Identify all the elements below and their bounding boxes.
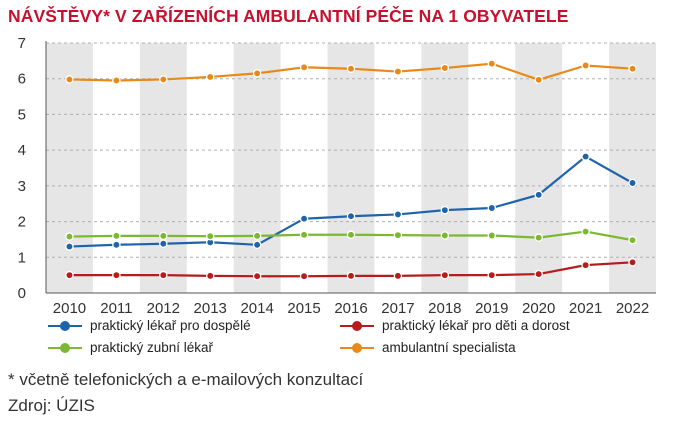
x-tick-label: 2012	[147, 300, 180, 317]
line-chart: 0 1 2 3 4 5 6 7 2010 2011 2012 2013 2014 2015 2016 2017…	[18, 35, 656, 317]
x-tick-label: 2011	[100, 300, 132, 317]
x-tick-label: 2022	[616, 300, 649, 317]
data-point	[299, 271, 309, 281]
data-point	[581, 260, 590, 270]
legend-label: ambulantní specialista	[382, 340, 516, 355]
y-tick-label: 0	[18, 285, 26, 302]
x-tick-label: 2019	[475, 300, 508, 317]
legend-item: praktický lékař pro děti a dorost	[340, 318, 570, 333]
year-band	[515, 43, 563, 293]
legend-label: praktický lékař pro děti a dorost	[382, 318, 570, 333]
data-point	[393, 271, 403, 281]
data-point	[346, 64, 356, 73]
year-band	[421, 43, 469, 293]
y-tick-label: 4	[18, 142, 26, 159]
legend-item: praktický lékař pro dospělé	[48, 318, 251, 333]
data-point	[628, 64, 637, 73]
data-point	[205, 231, 215, 241]
year-band	[609, 43, 656, 293]
data-point	[65, 232, 74, 241]
data-point	[534, 190, 543, 200]
data-point	[393, 210, 403, 219]
y-tick-label: 5	[18, 106, 26, 123]
data-point	[487, 231, 497, 240]
data-point	[487, 270, 497, 280]
data-point	[252, 69, 262, 78]
data-point	[252, 240, 262, 250]
data-point	[159, 270, 168, 280]
data-point	[487, 203, 497, 213]
data-point	[159, 239, 168, 248]
x-tick-label: 2016	[334, 300, 367, 317]
data-point	[252, 271, 262, 281]
y-tick-label: 3	[18, 178, 26, 195]
legend-swatch-icon	[48, 342, 82, 354]
data-point	[440, 270, 450, 280]
data-point	[159, 231, 168, 241]
legend-label: praktický zubní lékař	[90, 340, 214, 355]
data-point	[205, 72, 215, 82]
data-point	[112, 240, 121, 250]
x-tick-label: 2010	[53, 300, 86, 317]
data-point	[440, 205, 450, 215]
data-point	[581, 227, 590, 236]
data-point	[346, 230, 356, 240]
data-point	[252, 231, 262, 241]
x-tick-label: 2013	[194, 300, 227, 317]
data-point	[346, 271, 356, 281]
y-tick-label: 6	[18, 71, 26, 88]
legend-label: praktický lékař pro dospělé	[90, 318, 251, 333]
data-point	[628, 258, 637, 267]
data-point	[581, 61, 590, 70]
data-point	[65, 270, 74, 280]
data-point	[628, 178, 637, 188]
source-note: Zdroj: ÚZIS	[8, 396, 95, 415]
legend-item: ambulantní specialista	[340, 340, 516, 355]
data-point	[112, 231, 121, 241]
x-tick-label: 2020	[522, 300, 555, 317]
data-point	[65, 75, 74, 84]
footnote: * včetně telefonických a e-mailových kon…	[8, 370, 364, 389]
x-tick-label: 2015	[287, 300, 320, 317]
data-point	[393, 230, 403, 240]
data-point	[440, 63, 450, 73]
data-point	[112, 270, 121, 280]
data-point	[299, 230, 309, 240]
data-point	[487, 59, 497, 68]
data-point	[534, 233, 543, 242]
y-tick-label: 7	[18, 35, 26, 52]
x-tick-label: 2018	[428, 300, 461, 317]
data-point	[534, 75, 543, 85]
legend-swatch-icon	[340, 320, 374, 332]
data-point	[393, 67, 403, 76]
x-tick-label: 2017	[381, 300, 414, 317]
legend-swatch-icon	[340, 342, 374, 354]
data-point	[112, 76, 121, 85]
data-point	[581, 152, 590, 161]
year-band	[327, 43, 375, 293]
legend-swatch-icon	[48, 320, 82, 332]
data-point	[205, 271, 215, 281]
data-point	[65, 242, 74, 251]
year-band	[139, 43, 187, 293]
legend-item: praktický zubní lékař	[48, 340, 213, 355]
data-point	[346, 211, 356, 221]
data-point	[159, 75, 168, 84]
y-tick-label: 1	[18, 249, 26, 266]
data-point	[299, 63, 309, 72]
x-tick-label: 2014	[240, 300, 273, 317]
x-tick-label: 2021	[569, 300, 602, 317]
data-point	[628, 235, 637, 245]
data-point	[440, 231, 450, 240]
chart-title: NÁVŠTĚVY* V ZAŘÍZENÍCH AMBULANTNÍ PÉČE N…	[8, 6, 569, 26]
year-band	[233, 43, 281, 293]
data-point	[299, 214, 309, 223]
y-tick-label: 2	[18, 214, 26, 231]
data-point	[534, 269, 543, 279]
year-band	[46, 43, 93, 293]
